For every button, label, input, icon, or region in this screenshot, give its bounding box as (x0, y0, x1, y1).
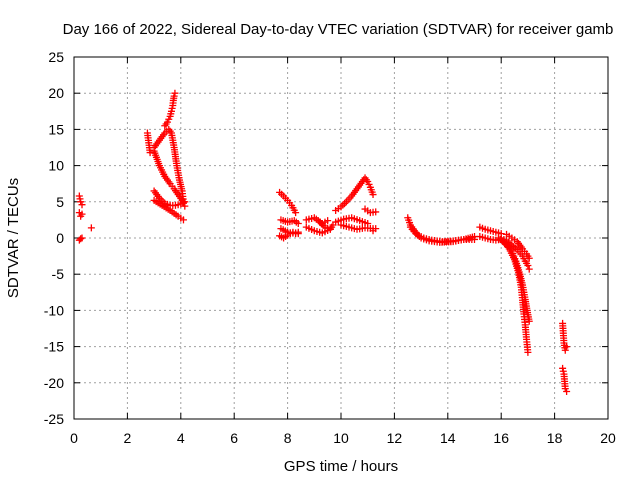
data-points (75, 89, 571, 395)
data-point-marker (525, 254, 533, 262)
y-tick-label: 20 (48, 85, 64, 101)
data-point-marker (317, 220, 325, 228)
data-point-marker (87, 224, 95, 232)
data-point-marker (563, 387, 571, 395)
data-point-marker (77, 235, 85, 243)
x-tick-label: 0 (70, 430, 78, 446)
y-tick-label: 5 (56, 194, 64, 210)
x-tick-label: 20 (600, 430, 616, 446)
y-tick-label: -25 (44, 411, 64, 427)
y-tick-label: 25 (48, 49, 64, 65)
data-point-marker (78, 234, 86, 242)
data-point-marker (181, 198, 189, 206)
data-point-marker (339, 201, 347, 209)
data-point-marker (292, 209, 300, 217)
axis-ticks: 0 2 4 6 8 10 12 14 16 18 20 -25 -20 -15 -10 -5 0 5 10 15 20 2… (44, 49, 616, 446)
y-tick-label: 10 (48, 158, 64, 174)
x-axis-label: GPS time / hours (284, 458, 398, 475)
data-point-marker (525, 265, 533, 273)
data-point-marker (561, 346, 569, 354)
x-tick-label: 4 (177, 430, 185, 446)
x-tick-label: 2 (124, 430, 132, 446)
data-point-marker (524, 348, 532, 356)
y-axis-label: SDTVAR / TECUs (5, 178, 22, 298)
x-tick-label: 10 (333, 430, 349, 446)
data-point-marker (294, 230, 302, 238)
y-tick-label: -15 (44, 339, 64, 355)
data-point-marker (78, 201, 86, 209)
data-point-marker (341, 199, 349, 207)
data-point-marker (525, 317, 533, 325)
data-point-marker (524, 262, 532, 270)
data-point-marker (179, 216, 187, 224)
data-point-marker (171, 89, 179, 97)
y-tick-label: 0 (56, 230, 64, 246)
x-tick-label: 12 (387, 430, 403, 446)
x-tick-label: 6 (230, 430, 238, 446)
data-point-marker (324, 217, 332, 225)
grid-lines (74, 57, 608, 419)
y-tick-label: 15 (48, 121, 64, 137)
y-tick-label: -10 (44, 302, 64, 318)
data-point-marker (364, 220, 372, 228)
data-point-marker (372, 225, 380, 233)
x-tick-label: 14 (440, 430, 456, 446)
chart-title: Day 166 of 2022, Sidereal Day-to-day VTE… (63, 21, 614, 38)
data-point-marker (369, 191, 377, 199)
x-tick-label: 8 (284, 430, 292, 446)
y-tick-label: -5 (52, 266, 65, 282)
y-tick-label: -20 (44, 375, 64, 391)
x-tick-label: 16 (493, 430, 509, 446)
data-point-marker (294, 220, 302, 228)
data-point-marker (78, 210, 86, 218)
x-tick-label: 18 (547, 430, 563, 446)
data-point-marker (372, 208, 380, 216)
data-point-marker (563, 343, 571, 351)
